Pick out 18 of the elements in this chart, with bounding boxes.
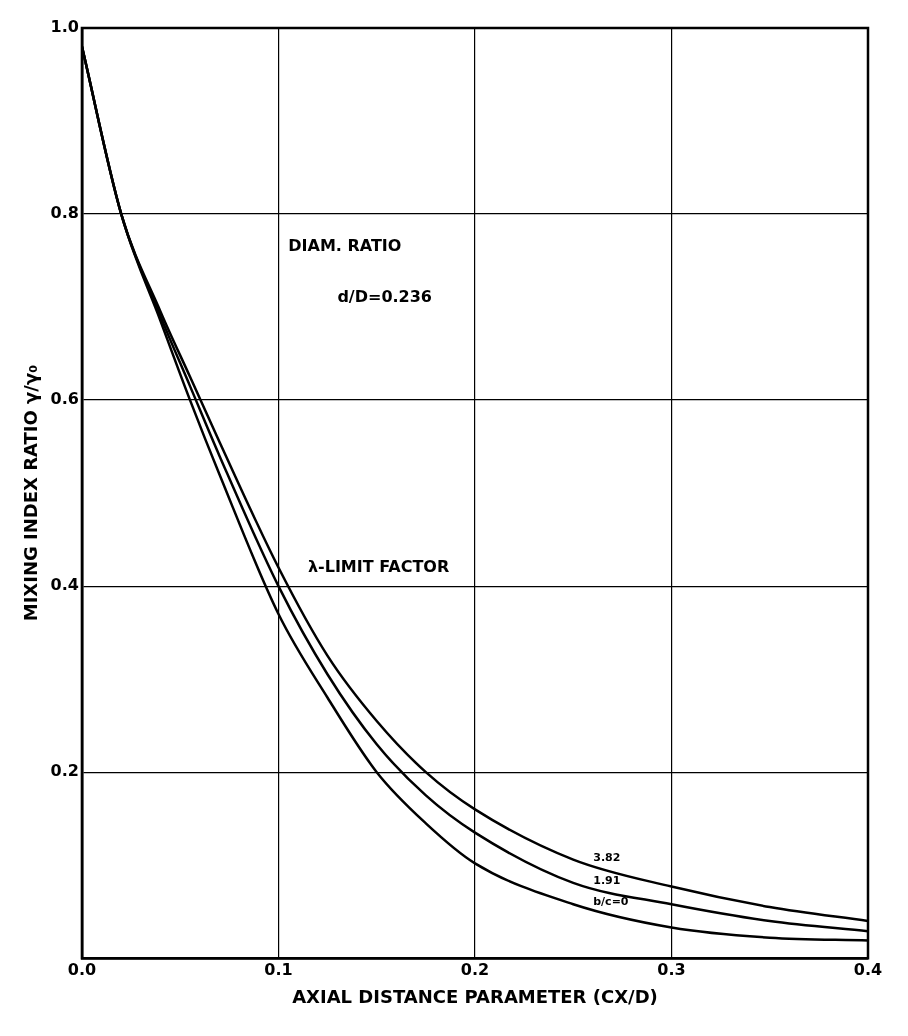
x-tick-label: 0.4 xyxy=(853,959,883,979)
y-tick-label: 0.4 xyxy=(50,575,79,595)
series-label: b/c=0 xyxy=(593,895,629,909)
annotation: d/D=0.236 xyxy=(337,286,433,306)
x-tick-label: 0.0 xyxy=(67,959,97,979)
y-tick-label: 0.2 xyxy=(50,761,79,781)
annotation: λ-LIMIT FACTOR xyxy=(307,556,450,576)
x-tick-label: 0.1 xyxy=(264,959,293,979)
y-tick-label: 1.0 xyxy=(50,17,79,37)
x-axis-title: AXIAL DISTANCE PARAMETER (CX/D) xyxy=(292,985,658,1007)
x-tick-label: 0.3 xyxy=(657,959,686,979)
y-tick-label: 0.6 xyxy=(50,389,79,409)
annotation: DIAM. RATIO xyxy=(288,235,402,255)
y-tick-label: 0.8 xyxy=(50,203,79,223)
series-label: 3.82 xyxy=(593,850,621,864)
y-axis-title: MIXING INDEX RATIO γ/γ₀ xyxy=(20,364,42,622)
series-label: 1.91 xyxy=(593,873,621,887)
x-tick-label: 0.2 xyxy=(460,959,490,979)
